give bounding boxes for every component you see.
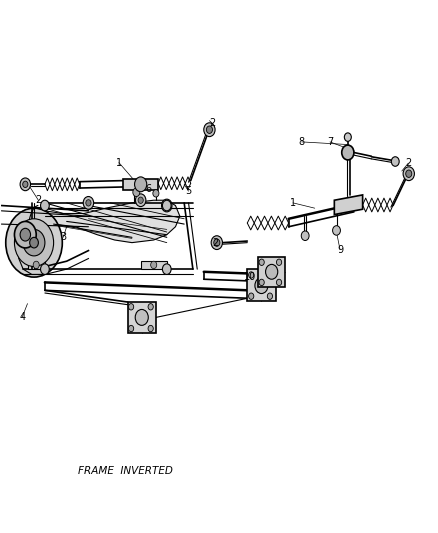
Circle shape [276,259,282,265]
Text: 8: 8 [299,137,305,147]
Text: 2: 2 [212,238,219,248]
Circle shape [267,272,272,278]
Circle shape [255,278,268,294]
Circle shape [342,145,354,160]
Circle shape [344,133,351,141]
Polygon shape [28,261,45,269]
Circle shape [276,279,282,286]
Text: 2: 2 [405,158,411,168]
Circle shape [23,181,28,188]
Text: 1: 1 [290,198,296,208]
Circle shape [259,279,264,286]
Bar [247,269,276,301]
Circle shape [206,126,212,133]
Circle shape [30,237,39,248]
Circle shape [128,325,134,332]
Polygon shape [17,200,180,245]
Circle shape [265,264,278,279]
Circle shape [33,261,39,269]
Circle shape [162,264,171,274]
Text: 1: 1 [116,158,122,167]
Circle shape [23,229,45,256]
Text: 3: 3 [60,232,66,243]
Circle shape [403,167,414,181]
Circle shape [20,228,31,241]
Bar [127,302,156,333]
Text: 2: 2 [209,118,215,128]
Text: 6: 6 [145,183,152,193]
Text: 10: 10 [244,272,257,282]
Circle shape [162,199,172,212]
Circle shape [249,293,254,300]
Text: 2: 2 [35,195,42,205]
Circle shape [214,239,220,246]
Circle shape [211,236,223,249]
Circle shape [164,203,170,209]
Polygon shape [334,195,363,215]
Circle shape [83,197,94,209]
Text: 9: 9 [337,245,343,255]
Text: 4: 4 [19,312,25,322]
Text: FRAME  INVERTED: FRAME INVERTED [78,466,173,475]
Circle shape [86,200,91,206]
Circle shape [162,200,171,211]
Circle shape [135,310,148,325]
Circle shape [301,231,309,240]
Circle shape [267,293,272,300]
Polygon shape [141,261,167,269]
Circle shape [249,272,254,278]
Circle shape [41,264,49,274]
Circle shape [6,208,62,277]
Circle shape [148,304,153,310]
Circle shape [135,194,146,207]
Circle shape [332,225,340,235]
Circle shape [14,219,53,266]
Circle shape [406,170,412,177]
Bar [258,257,285,287]
Circle shape [148,325,153,332]
Circle shape [134,177,147,192]
Circle shape [14,221,36,248]
Circle shape [391,157,399,166]
Polygon shape [123,179,158,190]
Text: 7: 7 [327,137,333,147]
Circle shape [133,188,140,197]
Circle shape [128,304,134,310]
Circle shape [153,190,159,197]
Circle shape [138,197,143,204]
Circle shape [259,259,264,265]
Circle shape [204,123,215,136]
Text: 5: 5 [185,186,192,196]
Circle shape [151,261,157,269]
Circle shape [20,178,31,191]
Circle shape [41,200,49,211]
